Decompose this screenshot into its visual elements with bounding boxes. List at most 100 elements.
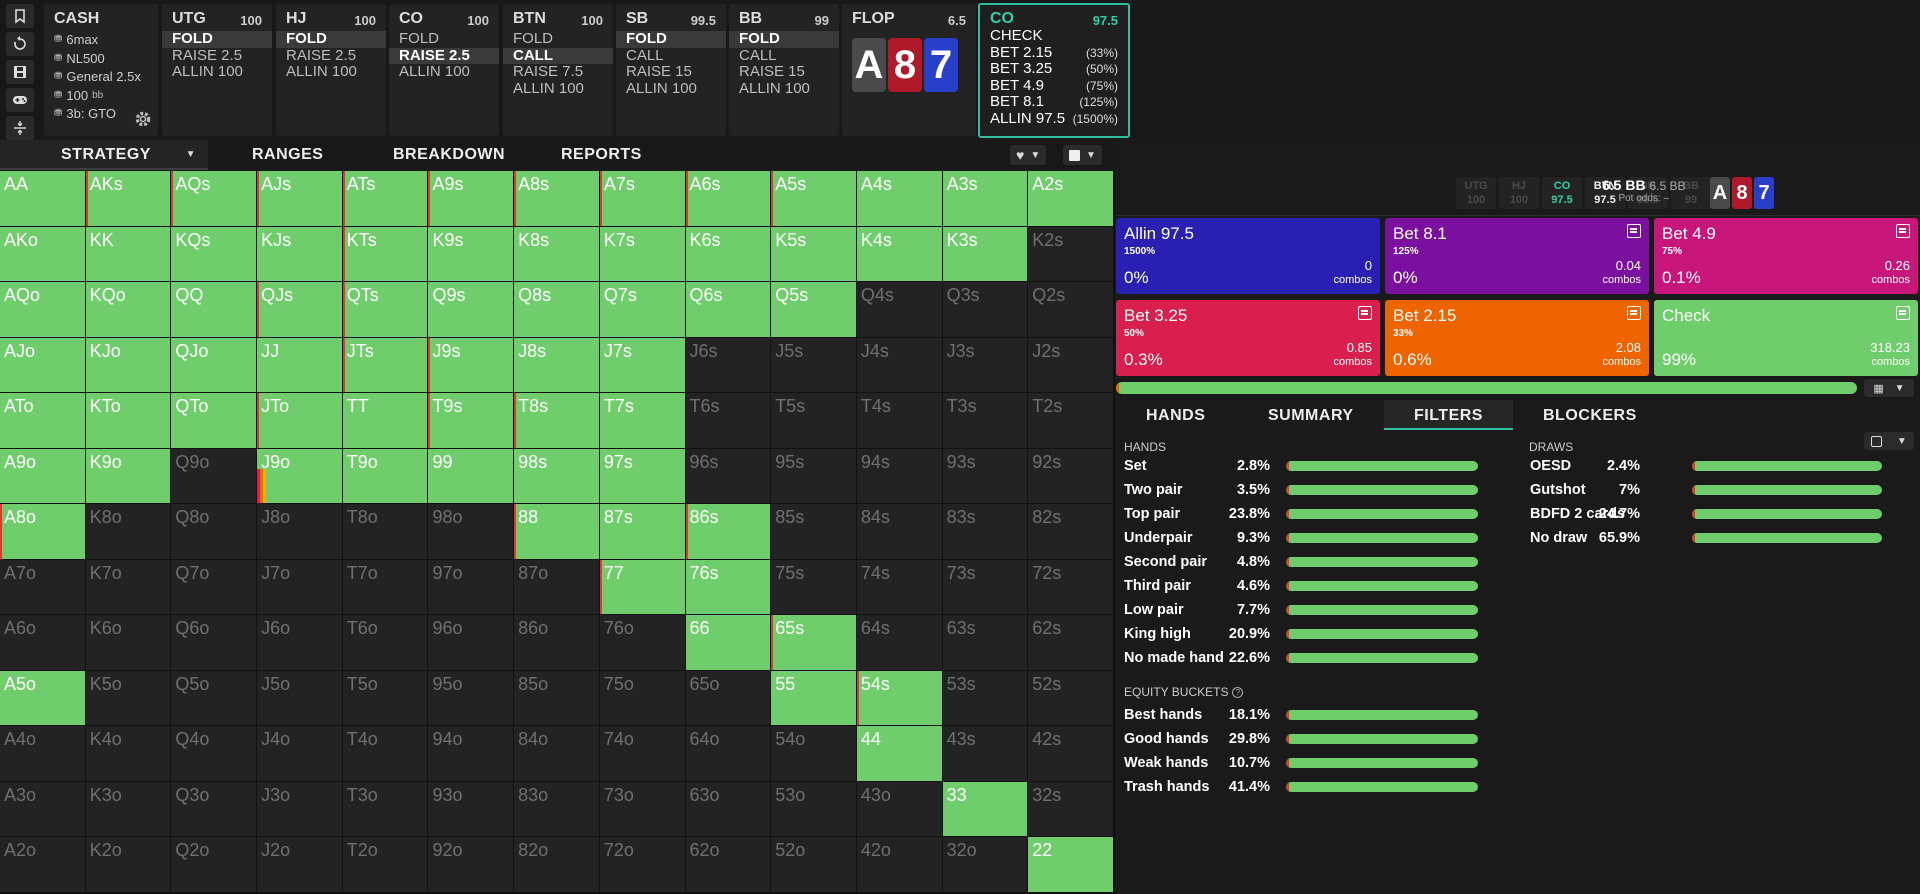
hand-cell[interactable]: 95o — [428, 670, 515, 726]
filter-row[interactable]: Trash hands 41.4% — [1124, 778, 1478, 796]
hand-cell[interactable]: 64o — [685, 726, 772, 782]
hand-cell[interactable]: A6s — [685, 171, 772, 227]
position-chip-hj[interactable]: HJ 100 — [1499, 177, 1539, 209]
decision-action[interactable]: CHECK — [990, 27, 1043, 44]
hand-cell[interactable]: A2o — [0, 837, 86, 893]
hand-cell[interactable]: J5o — [257, 670, 343, 726]
hand-cell[interactable]: J8o — [257, 504, 343, 560]
tab-hands[interactable]: HANDS — [1146, 407, 1206, 424]
hand-cell[interactable]: T3s — [942, 393, 1029, 449]
hand-cell[interactable]: 82s — [1028, 504, 1114, 560]
hand-cell[interactable]: A4s — [856, 171, 943, 227]
hand-cell[interactable]: 72s — [1028, 559, 1114, 615]
hand-cell[interactable]: K6o — [85, 615, 172, 671]
hand-cell[interactable]: Q7o — [171, 559, 258, 615]
details-icon[interactable] — [1896, 306, 1910, 320]
hand-cell[interactable]: Q8o — [171, 504, 258, 560]
hand-cell[interactable]: AJo — [0, 337, 86, 393]
position-chip-btn[interactable]: BTN 97.5 — [1585, 177, 1625, 209]
hand-cell[interactable]: AKs — [85, 171, 172, 227]
gamepad-icon[interactable] — [6, 88, 34, 112]
hand-cell[interactable]: A9s — [428, 171, 515, 227]
hand-cell[interactable]: 43s — [942, 726, 1029, 782]
hand-cell[interactable]: 74o — [599, 726, 686, 782]
position-action[interactable]: CALL — [739, 46, 777, 64]
position-action[interactable]: ALLIN 100 — [172, 63, 243, 80]
position-action[interactable]: RAISE 2.5 — [286, 46, 357, 64]
hand-cell[interactable]: J7s — [599, 337, 686, 393]
hand-cell[interactable]: A4o — [0, 726, 86, 782]
hand-cell[interactable]: 72o — [599, 837, 686, 893]
position-action[interactable]: RAISE 15 — [739, 63, 805, 80]
hand-cell[interactable]: 92s — [1028, 448, 1114, 504]
hand-cell[interactable]: T3o — [342, 781, 429, 837]
hand-cell[interactable]: 32s — [1028, 781, 1114, 837]
save-icon[interactable] — [6, 60, 34, 84]
decision-action[interactable]: BET 8.1 (125%) — [990, 93, 1118, 110]
hand-cell[interactable]: A7o — [0, 559, 86, 615]
hand-cell[interactable]: 65o — [685, 670, 772, 726]
filter-row[interactable]: Good hands 29.8% — [1124, 730, 1478, 748]
hand-cell[interactable]: KJs — [257, 226, 343, 282]
hand-cell[interactable]: JTs — [342, 337, 429, 393]
action-card-allin-97-5[interactable]: Allin 97.5 1500% 0% 0 combos — [1116, 218, 1380, 294]
decision-action[interactable]: BET 4.9 (75%) — [990, 76, 1118, 94]
hand-cell[interactable]: 75o — [599, 670, 686, 726]
hand-cell[interactable]: Q3o — [171, 781, 258, 837]
position-panel-btn[interactable]: BTN 100 FOLD CALL RAISE 7.5 ALLIN 100 — [503, 4, 613, 136]
hand-cell[interactable]: KQo — [85, 282, 172, 338]
tab-filters[interactable]: FILTERS — [1384, 400, 1513, 430]
hand-cell[interactable]: J5s — [771, 337, 857, 393]
hand-cell[interactable]: T9s — [428, 393, 515, 449]
details-icon[interactable] — [1627, 306, 1641, 320]
position-action[interactable]: FOLD — [399, 30, 440, 47]
grid-view-button[interactable]: ▦ ▼ — [1864, 379, 1914, 397]
hand-cell[interactable]: T8s — [514, 393, 600, 449]
hand-cell[interactable]: ATs — [342, 171, 429, 227]
position-action[interactable]: ALLIN 100 — [626, 79, 697, 97]
hand-cell[interactable]: Q4o — [171, 726, 258, 782]
hand-cell[interactable]: K3s — [942, 226, 1029, 282]
hand-cell[interactable]: T5o — [342, 670, 429, 726]
hand-cell[interactable]: KK — [85, 226, 172, 282]
hand-cell[interactable]: A8s — [514, 171, 600, 227]
hand-cell[interactable]: J4o — [257, 726, 343, 782]
hand-cell[interactable]: KTs — [342, 226, 429, 282]
hand-cell[interactable]: Q6o — [171, 615, 258, 671]
filter-row[interactable]: OESD 2.4% — [1530, 457, 1882, 475]
position-action[interactable]: FOLD — [616, 30, 726, 48]
position-action[interactable]: ALLIN 100 — [399, 63, 470, 80]
hand-cell[interactable]: 85o — [514, 670, 600, 726]
filter-row[interactable]: Set 2.8% — [1124, 457, 1478, 475]
tab-ranges[interactable]: RANGES — [252, 146, 324, 163]
hand-cell[interactable]: Q2s — [1028, 282, 1114, 338]
hand-cell[interactable]: J7o — [257, 559, 343, 615]
filter-row[interactable]: Third pair 4.6% — [1124, 577, 1478, 595]
hand-cell[interactable]: A6o — [0, 615, 86, 671]
hand-cell[interactable]: 84s — [856, 504, 943, 560]
flop-panel[interactable]: FLOP 6.5 A 8 7 — [842, 4, 976, 136]
hand-cell[interactable]: 22 — [1028, 837, 1114, 893]
hand-cell[interactable]: 53s — [942, 670, 1029, 726]
hand-cell[interactable]: J9o — [257, 448, 343, 504]
gear-icon[interactable] — [134, 110, 152, 128]
position-panel-utg[interactable]: UTG 100 FOLD RAISE 2.5 ALLIN 100 — [162, 4, 272, 136]
hand-cell[interactable]: 82o — [514, 837, 600, 893]
hand-cell[interactable]: 43o — [856, 781, 943, 837]
hand-cell[interactable]: A7s — [599, 171, 686, 227]
current-decision-panel[interactable]: CO 97.5 CHECK BET 2.15 (33%) BET 3.25 (50%) B… — [978, 3, 1130, 138]
hand-cell[interactable]: K2s — [1028, 226, 1114, 282]
hand-cell[interactable]: J8s — [514, 337, 600, 393]
help-icon[interactable]: ? — [1232, 687, 1244, 698]
hand-cell[interactable]: Q8s — [514, 282, 600, 338]
bookmark-icon[interactable] — [6, 4, 34, 28]
position-chip-bb[interactable]: BB 99 — [1671, 177, 1711, 209]
hand-cell[interactable]: KTo — [85, 393, 172, 449]
hand-cell[interactable]: QQ — [171, 282, 258, 338]
hand-cell[interactable]: Q5s — [771, 282, 857, 338]
hand-cell[interactable]: 87o — [514, 559, 600, 615]
hand-cell[interactable]: 42s — [1028, 726, 1114, 782]
hand-cell[interactable]: 86o — [514, 615, 600, 671]
action-card-bet-2-15[interactable]: Bet 2.15 33% 0.6% 2.08 combos — [1385, 300, 1649, 376]
hand-cell[interactable]: 96o — [428, 615, 515, 671]
